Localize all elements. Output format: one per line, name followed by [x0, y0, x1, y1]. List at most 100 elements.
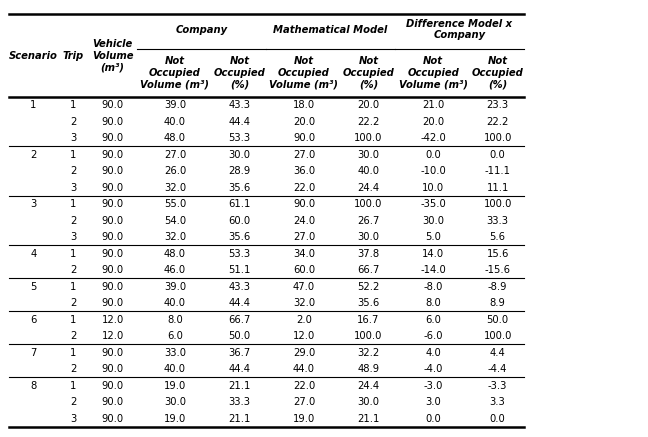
Text: 36.7: 36.7	[228, 348, 251, 357]
Text: 2: 2	[70, 216, 76, 225]
Text: -3.3: -3.3	[488, 381, 507, 391]
Text: 33.3: 33.3	[229, 397, 251, 407]
Text: 1: 1	[70, 249, 76, 259]
Text: Trip: Trip	[62, 51, 84, 61]
Text: 24.4: 24.4	[358, 183, 380, 193]
Text: 6.0: 6.0	[425, 315, 441, 325]
Text: -8.9: -8.9	[488, 282, 507, 291]
Text: 100.0: 100.0	[354, 199, 383, 209]
Text: 22.2: 22.2	[357, 117, 380, 127]
Text: Difference Model x
Company: Difference Model x Company	[406, 19, 513, 40]
Text: -6.0: -6.0	[423, 331, 443, 341]
Text: 1: 1	[70, 282, 76, 291]
Text: 30.0: 30.0	[229, 149, 251, 160]
Text: 24.4: 24.4	[358, 381, 380, 391]
Text: 43.3: 43.3	[229, 100, 251, 110]
Text: 2: 2	[70, 364, 76, 374]
Text: 1: 1	[70, 199, 76, 209]
Text: 18.0: 18.0	[293, 100, 315, 110]
Text: 55.0: 55.0	[164, 199, 186, 209]
Text: 2: 2	[70, 117, 76, 127]
Text: 50.0: 50.0	[228, 331, 251, 341]
Text: 30.0: 30.0	[358, 397, 380, 407]
Text: 27.0: 27.0	[293, 232, 315, 242]
Text: 53.3: 53.3	[228, 133, 251, 143]
Text: 90.0: 90.0	[102, 133, 124, 143]
Text: 4.4: 4.4	[490, 348, 505, 357]
Text: 24.0: 24.0	[293, 216, 315, 225]
Text: 29.0: 29.0	[293, 348, 315, 357]
Text: 47.0: 47.0	[293, 282, 315, 291]
Text: 21.0: 21.0	[422, 100, 444, 110]
Text: 16.7: 16.7	[357, 315, 380, 325]
Text: 37.8: 37.8	[358, 249, 380, 259]
Text: 35.6: 35.6	[228, 232, 251, 242]
Text: 22.0: 22.0	[293, 381, 315, 391]
Text: 3: 3	[70, 414, 76, 424]
Text: 90.0: 90.0	[102, 414, 124, 424]
Text: Not
Occupied
(%): Not Occupied (%)	[343, 56, 395, 90]
Text: 5: 5	[30, 282, 36, 291]
Text: 90.0: 90.0	[102, 381, 124, 391]
Text: 100.0: 100.0	[483, 133, 512, 143]
Text: 12.0: 12.0	[102, 331, 124, 341]
Text: -8.0: -8.0	[423, 282, 443, 291]
Text: 11.1: 11.1	[487, 183, 509, 193]
Text: 34.0: 34.0	[293, 249, 315, 259]
Text: 21.1: 21.1	[228, 381, 251, 391]
Text: 14.0: 14.0	[422, 249, 444, 259]
Text: 6.0: 6.0	[167, 331, 183, 341]
Text: 4: 4	[30, 249, 36, 259]
Text: -35.0: -35.0	[420, 199, 446, 209]
Text: 20.0: 20.0	[422, 117, 444, 127]
Text: 8: 8	[30, 381, 36, 391]
Text: 90.0: 90.0	[102, 397, 124, 407]
Text: 12.0: 12.0	[102, 315, 124, 325]
Text: 32.0: 32.0	[293, 298, 315, 308]
Text: 20.0: 20.0	[293, 117, 315, 127]
Text: 35.6: 35.6	[228, 183, 251, 193]
Text: -4.0: -4.0	[423, 364, 443, 374]
Text: 2: 2	[30, 149, 36, 160]
Text: -15.6: -15.6	[485, 265, 511, 275]
Text: 51.1: 51.1	[228, 265, 251, 275]
Text: 54.0: 54.0	[164, 216, 186, 225]
Text: 33.0: 33.0	[164, 348, 186, 357]
Text: 30.0: 30.0	[358, 232, 380, 242]
Text: Mathematical Model: Mathematical Model	[273, 24, 388, 35]
Text: 8.9: 8.9	[490, 298, 505, 308]
Text: 40.0: 40.0	[164, 364, 186, 374]
Text: 8.0: 8.0	[167, 315, 183, 325]
Text: 2: 2	[70, 166, 76, 176]
Text: 90.0: 90.0	[102, 183, 124, 193]
Text: 3: 3	[30, 199, 36, 209]
Text: 36.0: 36.0	[293, 166, 315, 176]
Text: 32.0: 32.0	[164, 183, 186, 193]
Text: 90.0: 90.0	[102, 166, 124, 176]
Text: 90.0: 90.0	[102, 249, 124, 259]
Text: 90.0: 90.0	[102, 100, 124, 110]
Text: 90.0: 90.0	[102, 364, 124, 374]
Text: 3: 3	[70, 183, 76, 193]
Text: 28.9: 28.9	[228, 166, 251, 176]
Text: 0.0: 0.0	[490, 414, 505, 424]
Text: 2: 2	[70, 298, 76, 308]
Text: 15.6: 15.6	[487, 249, 509, 259]
Text: 100.0: 100.0	[354, 331, 383, 341]
Text: 90.0: 90.0	[102, 199, 124, 209]
Text: 90.0: 90.0	[102, 216, 124, 225]
Text: 22.0: 22.0	[293, 183, 315, 193]
Text: Not
Occupied
(%): Not Occupied (%)	[214, 56, 265, 90]
Text: 26.7: 26.7	[357, 216, 380, 225]
Text: 100.0: 100.0	[483, 331, 512, 341]
Text: 2: 2	[70, 265, 76, 275]
Text: 22.2: 22.2	[487, 117, 509, 127]
Text: 44.4: 44.4	[229, 117, 251, 127]
Text: 35.6: 35.6	[358, 298, 380, 308]
Text: Not
Occupied
(%): Not Occupied (%)	[472, 56, 524, 90]
Text: -11.1: -11.1	[485, 166, 511, 176]
Text: Not
Occupied
Volume (m³): Not Occupied Volume (m³)	[399, 56, 468, 90]
Text: 100.0: 100.0	[354, 133, 383, 143]
Text: 3.0: 3.0	[425, 397, 441, 407]
Text: Not
Occupied
Volume (m³): Not Occupied Volume (m³)	[141, 56, 209, 90]
